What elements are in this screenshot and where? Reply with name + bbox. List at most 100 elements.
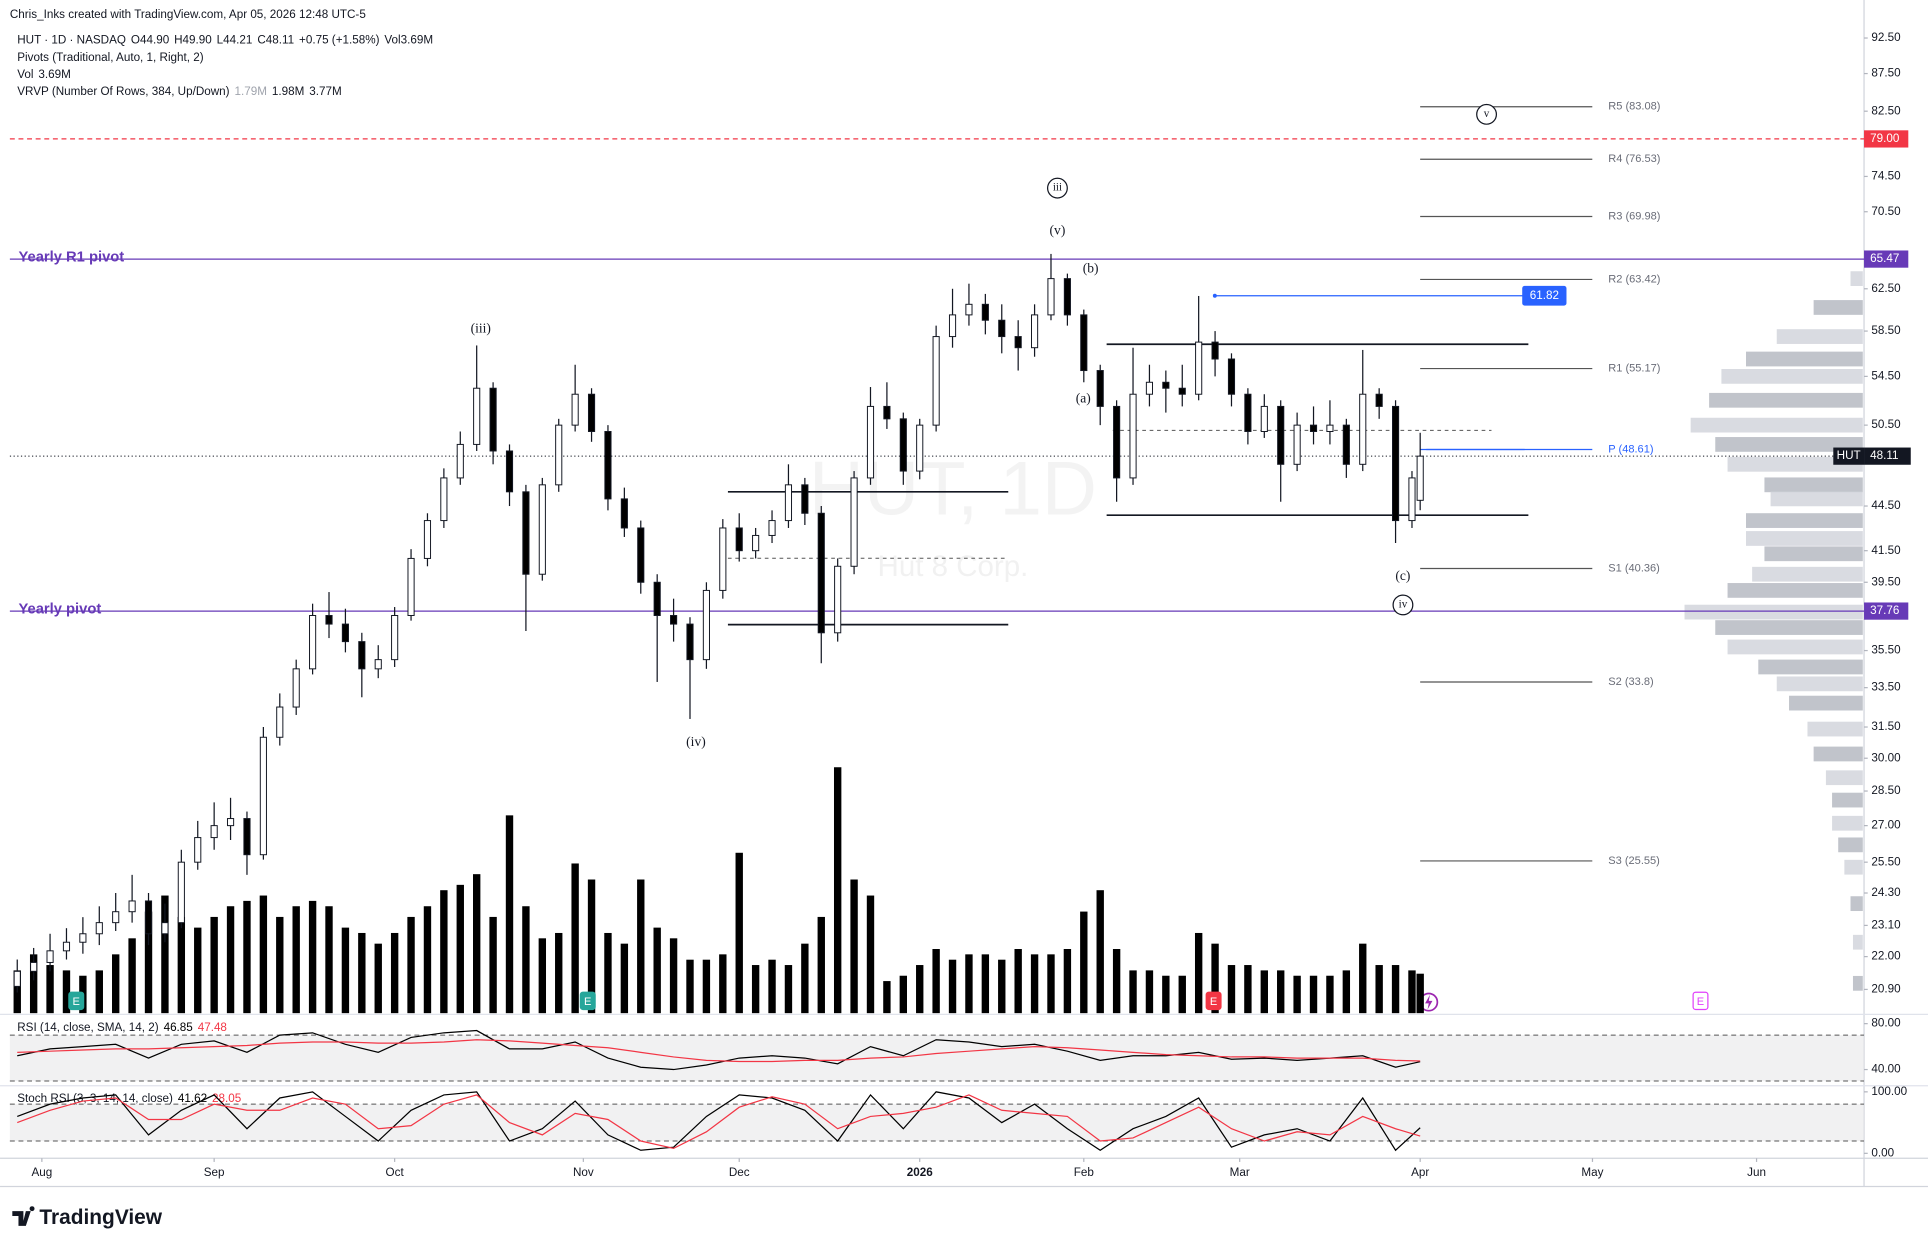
candle-body (817, 512, 825, 634)
volume-profile-row (1764, 477, 1863, 493)
indicator-value: 28.05 (212, 1092, 241, 1105)
candle-body (768, 520, 776, 536)
volume-bar (62, 970, 71, 1014)
vol-legend: Vol (17, 68, 33, 81)
target-dot (1212, 293, 1217, 298)
volume-bar (1096, 890, 1104, 1014)
legend-line: HUT · 1D · NASDAQ O44.90 H49.90 L44.21 C48.1… (17, 34, 433, 47)
candle-body (1293, 424, 1301, 465)
volume-bar (850, 879, 858, 1014)
indicator-name: RSI (14, close, SMA, 14, 2) (17, 1021, 159, 1034)
candle-body (194, 837, 202, 863)
volume-profile-row (1745, 531, 1863, 546)
candle-body (177, 861, 185, 924)
volume-bar (161, 895, 169, 1014)
wave-label: (v) (1050, 222, 1066, 238)
candle-body (522, 491, 530, 575)
legend-line: VRVP (Number Of Rows, 384, Up/Down) 1.79M… (17, 85, 341, 98)
yearly-pivot-label: Yearly pivot (18, 602, 101, 618)
pivot-label: R5 (83.08) (1608, 101, 1660, 113)
indicator-value: 47.48 (198, 1021, 227, 1034)
candle-body (1359, 393, 1367, 465)
volume-bar (144, 911, 153, 1014)
indicator-value: 46.85 (164, 1021, 193, 1034)
volume-profile-row (1852, 934, 1863, 950)
volume-profile-row (1807, 721, 1863, 737)
volume-bar (1408, 970, 1416, 1014)
y-tick-label: 20.90 (1871, 982, 1901, 995)
volume-bar (390, 932, 399, 1014)
volume-bar (1063, 949, 1072, 1014)
volume-bar (686, 959, 694, 1014)
candle-body (801, 484, 809, 514)
vrvp-down: 1.98M (272, 85, 304, 98)
candle-body (1113, 405, 1121, 479)
candle-body (686, 623, 694, 661)
candle-body (456, 443, 464, 479)
y-tick-label: 25.50 (1871, 855, 1901, 868)
credit: Chris_Inks created with TradingView.com,… (10, 8, 366, 21)
y-tick-label: 80.00 (1871, 1017, 1901, 1030)
vol-value: 3.69M (401, 34, 433, 47)
candle-body (473, 387, 481, 445)
volume-profile-row (1852, 975, 1863, 991)
price-label-box (1864, 602, 1909, 620)
indicator-name: Stoch RSI (3, 3, 14, 14, close) (17, 1092, 173, 1105)
candle-body (391, 615, 399, 661)
indicator-value: 41.62 (178, 1092, 207, 1105)
candle-body (899, 418, 907, 472)
wave-label: (b) (1083, 260, 1099, 276)
candle-body (161, 922, 169, 935)
volume-bar (341, 927, 350, 1014)
volume-bar (95, 970, 103, 1014)
y-tick-label: 41.50 (1871, 544, 1901, 557)
volume-bar (325, 906, 333, 1014)
candle-body (653, 581, 661, 616)
candle-body (752, 534, 760, 552)
x-tick-label: Apr (1411, 1166, 1429, 1179)
pivots-legend: Pivots (Traditional, Auto, 1, Right, 2) (17, 51, 204, 64)
candle-body (1416, 455, 1424, 501)
y-tick-label: 28.50 (1871, 784, 1901, 797)
earnings-marker (579, 991, 596, 1011)
earnings-label: E (1697, 996, 1704, 1008)
candle-body (1375, 393, 1383, 407)
volume-profile-row (1832, 792, 1863, 808)
volume-profile-row (1715, 620, 1863, 635)
volume-bar (1211, 943, 1219, 1014)
y-tick-label: 82.50 (1871, 104, 1901, 117)
candle-body (1342, 424, 1350, 465)
volume-bar (522, 906, 530, 1014)
target-label: 61.82 (1530, 289, 1559, 302)
candle-body (13, 970, 21, 987)
y-tick-label: 100.00 (1871, 1085, 1907, 1098)
volume-profile-row (1776, 329, 1863, 344)
y-tick-label: 70.50 (1871, 205, 1901, 218)
candle-body (30, 961, 38, 972)
volume-bar (29, 954, 38, 1014)
volume-profile-row (1825, 770, 1863, 786)
vol-legend-value: 3.69M (38, 68, 70, 81)
candle-body (423, 520, 432, 559)
candle-body (719, 527, 727, 591)
volume-bar (620, 943, 629, 1014)
volume-profile-row (1832, 815, 1863, 831)
volume-bar (555, 932, 563, 1014)
ohlc-key: O (131, 34, 140, 47)
brand-name: TradingView (39, 1206, 162, 1229)
volume-bar (538, 938, 547, 1014)
y-tick-label: 92.50 (1871, 31, 1901, 44)
pivot-label: S1 (40.36) (1608, 562, 1660, 574)
volume-bar (292, 906, 300, 1014)
volume-profile-row (1813, 300, 1863, 315)
volume-bar (1194, 932, 1203, 1014)
indicator-legend: Stoch RSI (3, 3, 14, 14, close) 41.62 28.0… (17, 1092, 241, 1105)
volume-bar (998, 959, 1006, 1014)
ohlc-value: 49.90 (183, 34, 213, 47)
pivot-label: P (48.61) (1608, 443, 1653, 455)
candle-body (505, 450, 514, 493)
y-tick-label: 87.50 (1871, 67, 1901, 80)
candle-body (1031, 314, 1039, 349)
candle-body (1047, 278, 1055, 316)
